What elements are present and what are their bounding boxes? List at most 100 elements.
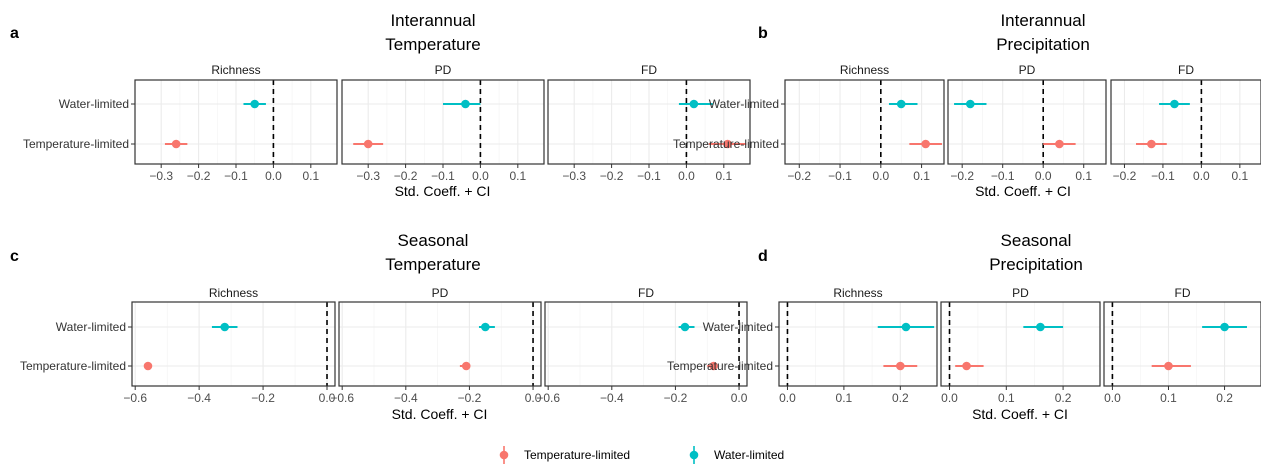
x-tick-label: 0.1: [1075, 169, 1092, 183]
facet-richness: Richness −0.3 −0.2 −0.1 0.0 0.1: [134, 63, 338, 183]
estimate-point: [220, 322, 230, 332]
facet-fd: FD −0.3 −0.2 −0.1 0.0 0.1: [547, 63, 751, 183]
x-tick-label: −0.2: [251, 391, 275, 405]
x-tick-label: −0.2: [187, 169, 211, 183]
x-tick-label: 0.1: [1160, 391, 1177, 405]
legend-label: Water-limited: [714, 448, 784, 462]
legend-item: Water-limited: [689, 446, 784, 464]
facet-richness: Richness 0.0 0.1 0.2: [778, 286, 938, 405]
x-tick-label: 0.0: [319, 391, 336, 405]
panel-b: b Interannual Precipitation Water-limited Te…: [673, 11, 1261, 199]
facet-strip-label: Richness: [840, 63, 889, 77]
estimate-point: [461, 99, 470, 109]
x-axis-title: Std. Coeff. + CI: [972, 406, 1068, 422]
facet-strip-label: FD: [1175, 286, 1191, 300]
panel-letter: a: [10, 25, 19, 42]
x-tick-label: −0.1: [224, 169, 248, 183]
x-tick-label: 0.0: [941, 391, 958, 405]
x-tick-label: −0.3: [562, 169, 586, 183]
estimate-point: [896, 99, 906, 109]
estimate-point: [723, 139, 732, 149]
x-tick-label: 0.1: [302, 169, 319, 183]
panel-title: Seasonal: [1001, 231, 1072, 250]
panel-title: Interannual: [390, 11, 475, 30]
x-tick-label: −0.6: [330, 391, 354, 405]
estimate-point: [962, 361, 971, 371]
facet-pd: PD −0.3 −0.2 −0.1 0.0 0.1: [341, 63, 545, 183]
y-tick-label: Water-limited: [59, 97, 129, 111]
y-tick-label: Water-limited: [56, 320, 126, 334]
x-tick-label: −0.4: [394, 391, 418, 405]
panel-title: Precipitation: [996, 35, 1090, 54]
facet-border: [947, 79, 1107, 165]
panel-c: c Seasonal Temperature Water-limited Tempera…: [10, 231, 748, 422]
estimate-point: [363, 139, 373, 149]
legend-item: Temperature-limited: [499, 446, 630, 464]
x-tick-label: 0.0: [1193, 169, 1210, 183]
x-tick-label: −0.6: [123, 391, 147, 405]
facet-strip-label: FD: [638, 286, 654, 300]
x-tick-label: −0.1: [431, 169, 455, 183]
facet-border: [131, 301, 336, 387]
estimate-point: [901, 322, 911, 332]
x-tick-label: −0.1: [1151, 169, 1175, 183]
legend: Temperature-limited Water-limited: [499, 446, 784, 464]
x-tick-label: 0.0: [779, 391, 796, 405]
x-tick-label: 0.0: [678, 169, 695, 183]
panel-title: Interannual: [1000, 11, 1085, 30]
estimate-point: [921, 139, 930, 149]
x-tick-label: 0.1: [715, 169, 732, 183]
y-tick-label: Water-limited: [703, 320, 773, 334]
x-tick-label: −0.6: [536, 391, 560, 405]
facet-richness: Richness −0.6 −0.4 −0.2 0.0: [123, 286, 335, 405]
facet-border: [1110, 79, 1261, 165]
facet-strip-label: FD: [641, 63, 657, 77]
x-axis-title: Std. Coeff. + CI: [975, 183, 1071, 199]
estimate-point: [689, 99, 699, 109]
x-tick-label: 0.1: [836, 391, 853, 405]
panel-letter: b: [758, 25, 768, 42]
x-tick-label: 0.2: [1055, 391, 1072, 405]
x-tick-label: 0.2: [892, 391, 909, 405]
x-axis-title: Std. Coeff. + CI: [392, 406, 488, 422]
x-tick-label: −0.4: [600, 391, 624, 405]
x-tick-label: 0.1: [1232, 169, 1249, 183]
facet-strip-label: PD: [435, 63, 452, 77]
x-tick-label: −0.2: [600, 169, 624, 183]
estimate-point: [171, 139, 181, 149]
panel-a: a Interannual Temperature Water-limited Temp…: [10, 11, 751, 199]
facet-pd: PD −0.2 −0.1 0.0 0.1: [947, 63, 1107, 183]
y-tick-label: Water-limited: [709, 97, 779, 111]
facet-pd: PD −0.6 −0.4 −0.2 0.0: [330, 286, 541, 405]
facet-strip-label: PD: [432, 286, 449, 300]
estimate-point: [143, 361, 153, 371]
x-tick-label: 0.1: [913, 169, 930, 183]
y-tick-label: Temperature-limited: [667, 359, 773, 373]
x-tick-label: −0.1: [828, 169, 852, 183]
facet-richness: Richness −0.2 −0.1 0.0 0.1: [784, 63, 945, 183]
estimate-point: [965, 99, 975, 109]
estimate-point: [481, 322, 490, 332]
facet-strip-label: FD: [1178, 63, 1194, 77]
y-tick-label: Temperature-limited: [673, 137, 779, 151]
panel-d: d Seasonal Precipitation Water-limited Tempe…: [667, 231, 1261, 422]
panel-title: Seasonal: [398, 231, 469, 250]
x-tick-label: 0.0: [731, 391, 748, 405]
estimate-point: [1147, 139, 1156, 149]
x-tick-label: −0.4: [187, 391, 211, 405]
x-tick-label: −0.2: [787, 169, 811, 183]
x-tick-label: −0.2: [950, 169, 974, 183]
facet-border: [544, 301, 748, 387]
facet-border: [1103, 301, 1261, 387]
panel-letter: c: [10, 248, 19, 265]
legend-key-point: [689, 450, 699, 460]
x-tick-label: 0.0: [1035, 169, 1052, 183]
x-tick-label: 0.1: [998, 391, 1015, 405]
panel-title: Precipitation: [989, 255, 1083, 274]
facet-strip-label: Richness: [209, 286, 258, 300]
facet-pd: PD 0.0 0.1 0.2: [940, 286, 1101, 405]
estimate-point: [461, 361, 471, 371]
facet-fd: FD −0.6 −0.4 −0.2 0.0: [536, 286, 747, 405]
legend-key-point: [499, 450, 509, 460]
